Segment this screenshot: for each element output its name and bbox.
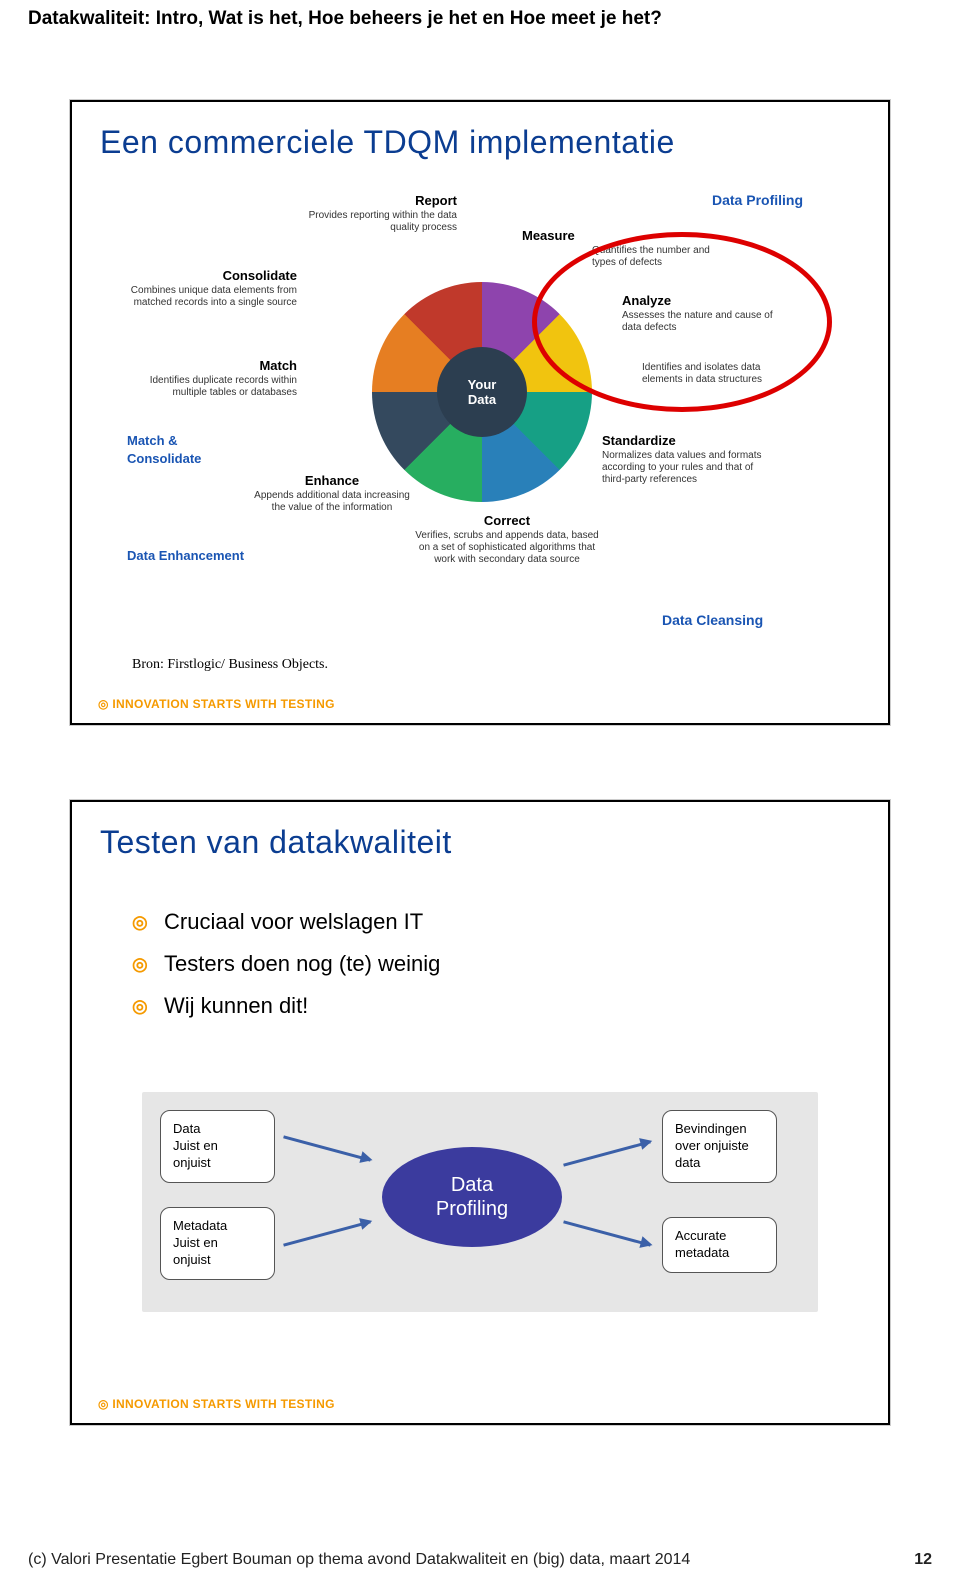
slide1-footer-tag: INNOVATION STARTS WITH TESTING bbox=[98, 697, 335, 711]
label-parse: Identifies and isolates data elements in… bbox=[642, 362, 792, 386]
label-consolidate: Consolidate Combines unique data element… bbox=[127, 267, 297, 309]
slide2-title: Testen van datakwaliteit bbox=[72, 802, 888, 861]
slide2-footer-tag: INNOVATION STARTS WITH TESTING bbox=[98, 1397, 335, 1411]
page-footer: (c) Valori Presentatie Egbert Bouman op … bbox=[28, 1551, 932, 1569]
arrow-2 bbox=[283, 1220, 371, 1246]
footer-text: (c) Valori Presentatie Egbert Bouman op … bbox=[28, 1551, 690, 1568]
slide2-bullets: Cruciaal voor welslagen IT Testers doen … bbox=[72, 861, 888, 1026]
mc-head: Match & Consolidate bbox=[127, 433, 201, 466]
label-match: Match Identifies duplicate records withi… bbox=[127, 357, 297, 399]
consolidate-sub: Combines unique data elements from match… bbox=[127, 285, 297, 309]
slide1-source: Bron: Firstlogic/ Business Objects. bbox=[132, 657, 328, 673]
report-head: Report bbox=[415, 193, 457, 208]
consolidate-head: Consolidate bbox=[223, 268, 297, 283]
label-correct: Correct Verifies, scrubs and appends dat… bbox=[412, 512, 602, 566]
bullet-3: Wij kunnen dit! bbox=[132, 985, 888, 1027]
wheel-center: Your Data bbox=[452, 377, 512, 407]
report-sub: Provides reporting within the data quali… bbox=[277, 210, 457, 234]
match-head: Match bbox=[259, 358, 297, 373]
flow-box-data: DataJuist enonjuist bbox=[160, 1110, 275, 1183]
tdqm-diagram: Your Data Report Provides reporting with… bbox=[92, 172, 868, 663]
standardize-sub: Normalizes data values and formats accor… bbox=[602, 450, 772, 486]
slide1-title: Een commerciele TDQM implementatie bbox=[72, 102, 888, 161]
standardize-head: Standardize bbox=[602, 433, 676, 448]
label-data-profiling: Data Profiling bbox=[712, 192, 803, 208]
arrow-3 bbox=[563, 1140, 651, 1166]
arrow-1 bbox=[283, 1135, 371, 1161]
process-wheel: Your Data bbox=[372, 282, 592, 502]
label-measure: Measure Quantifies the number and types … bbox=[522, 227, 712, 269]
label-data-enhancement: Data Enhancement bbox=[127, 547, 287, 565]
label-report: Report Provides reporting within the dat… bbox=[277, 192, 457, 234]
enhance-sub: Appends additional data increasing the v… bbox=[252, 490, 412, 514]
slide-2: Testen van datakwaliteit Cruciaal voor w… bbox=[70, 800, 890, 1425]
bullet-2: Testers doen nog (te) weinig bbox=[132, 943, 888, 985]
label-enhance: Enhance Appends additional data increasi… bbox=[252, 472, 412, 514]
label-match-consolidate: Match & Consolidate bbox=[127, 432, 247, 468]
arrow-4 bbox=[563, 1220, 651, 1246]
correct-sub: Verifies, scrubs and appends data, based… bbox=[412, 530, 602, 566]
label-analyze: Analyze Assesses the nature and cause of… bbox=[622, 292, 792, 334]
bullet-1: Cruciaal voor welslagen IT bbox=[132, 901, 888, 943]
flow-box-accurate: Accuratemetadata bbox=[662, 1217, 777, 1273]
analyze-head: Analyze bbox=[622, 293, 671, 308]
page-header: Datakwaliteit: Intro, Wat is het, Hoe be… bbox=[28, 8, 662, 30]
slide-1: Een commerciele TDQM implementatie Your … bbox=[70, 100, 890, 725]
analyze-sub: Assesses the nature and cause of data de… bbox=[622, 310, 792, 334]
match-sub: Identifies duplicate records within mult… bbox=[127, 375, 297, 399]
correct-head: Correct bbox=[484, 513, 530, 528]
flow-box-metadata: MetadataJuist enonjuist bbox=[160, 1207, 275, 1280]
measure-sub: Quantifies the number and types of defec… bbox=[592, 245, 712, 269]
label-data-cleansing: Data Cleansing bbox=[662, 612, 763, 628]
flow-center-ellipse: DataProfiling bbox=[382, 1147, 562, 1247]
parse-sub: Identifies and isolates data elements in… bbox=[642, 362, 792, 386]
flow-diagram: DataJuist enonjuist MetadataJuist enonju… bbox=[142, 1092, 818, 1312]
flow-box-findings: Bevindingenover onjuistedata bbox=[662, 1110, 777, 1183]
measure-head: Measure bbox=[522, 228, 575, 243]
de-head: Data Enhancement bbox=[127, 548, 244, 563]
enhance-head: Enhance bbox=[305, 473, 359, 488]
flow-center-text: DataProfiling bbox=[436, 1173, 508, 1221]
page-number: 12 bbox=[914, 1551, 932, 1569]
label-standardize: Standardize Normalizes data values and f… bbox=[602, 432, 772, 486]
